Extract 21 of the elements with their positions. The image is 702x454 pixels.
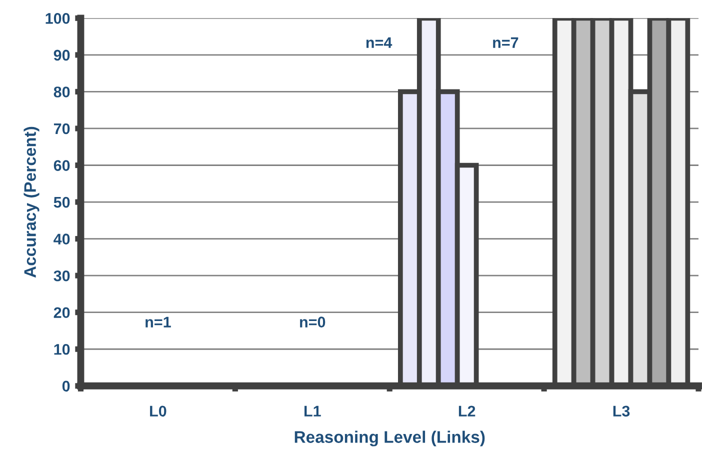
x-tick-label: L1 [304,406,321,416]
x-axis-title: Reasoning Level (Links) [294,430,485,446]
y-tick-label: 10 [54,344,70,355]
y-tick-label: 20 [54,307,70,318]
annotation: n=7 [493,37,518,48]
y-tick-label: 60 [54,160,70,171]
y-tick-label: 100 [46,13,70,24]
y-tick-label: 0 [62,380,70,392]
y-tick-label: 50 [54,196,70,208]
x-tick-label: L0 [150,406,166,417]
y-tick-label: 90 [54,50,70,61]
y-axis-title: Accuracy (Percent) [24,126,40,278]
x-tick-label: L2 [458,406,476,416]
x-tick-label: L3 [613,406,630,417]
annotation: n=0 [300,316,326,328]
y-tick-label: 30 [54,270,70,282]
annotation: n=4 [366,37,392,48]
y-tick-label: 70 [54,123,70,134]
annotation: n=1 [146,316,171,328]
y-tick-label: 40 [54,234,70,244]
y-tick-label: 80 [54,86,70,98]
